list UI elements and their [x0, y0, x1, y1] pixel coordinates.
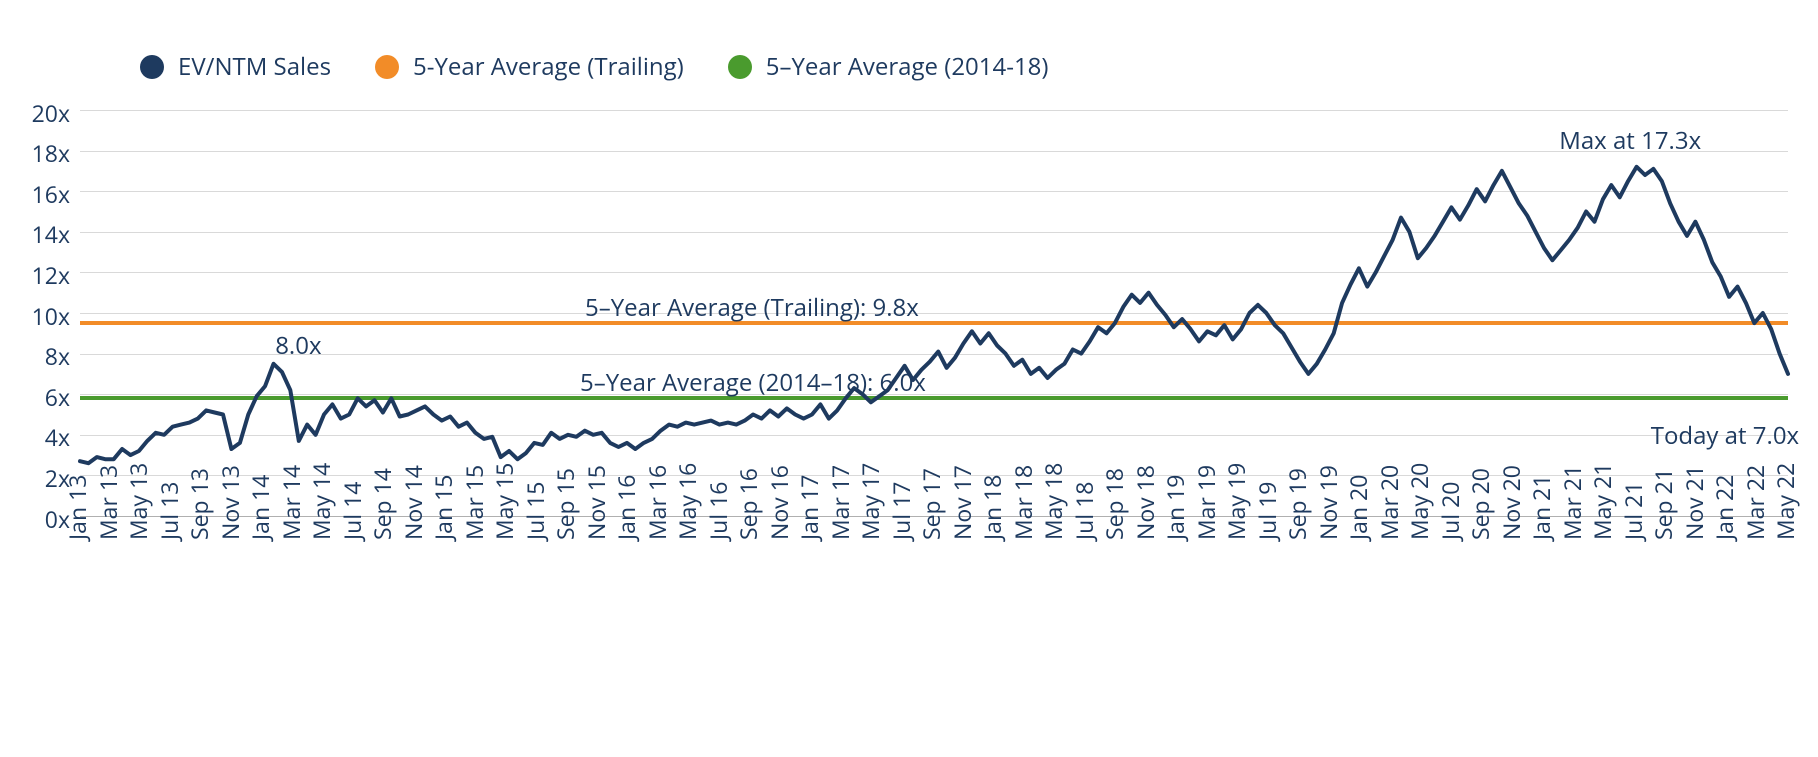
x-axis-label: Jan 19 [1159, 475, 1191, 540]
x-axis-label: Nov 14 [397, 465, 429, 540]
legend-label: 5–Year Average (2014-18) [766, 50, 1049, 83]
x-axis-label: Jan 15 [427, 475, 459, 540]
x-axis-label: Jan 16 [610, 475, 642, 540]
y-axis-label: 6x [45, 381, 70, 413]
chart-annotation: 8.0x [275, 329, 321, 362]
x-axis-label: Jul 13 [153, 482, 185, 540]
x-axis-label: Sep 14 [366, 468, 398, 540]
legend-item: EV/NTM Sales [140, 50, 331, 83]
x-axis-label: Mar 18 [1007, 465, 1039, 540]
x-axis-label: Sep 17 [915, 468, 947, 540]
x-axis-label: Sep 19 [1281, 468, 1313, 540]
x-axis-label: May 21 [1586, 463, 1618, 540]
x-axis-label: Sep 16 [732, 468, 764, 540]
x-axis-label: Sep 15 [549, 468, 581, 540]
x-axis-label: May 17 [854, 463, 886, 540]
line-series [80, 110, 1788, 516]
x-axis-label: Sep 20 [1464, 468, 1496, 540]
y-axis-label: 20x [32, 97, 70, 129]
chart-annotation: Today at 7.0x [1651, 419, 1799, 452]
x-axis-label: Mar 13 [92, 465, 124, 540]
x-axis-label: May 22 [1769, 463, 1801, 540]
legend-marker [728, 55, 752, 79]
x-axis-label: Mar 21 [1556, 465, 1588, 540]
x-axis-label: Jan 13 [61, 475, 93, 540]
x-axis-label: May 15 [488, 463, 520, 540]
legend: EV/NTM Sales 5-Year Average (Trailing) 5–Y… [140, 50, 1048, 83]
x-axis-label: Nov 15 [580, 465, 612, 540]
y-axis-label: 14x [32, 218, 70, 250]
x-axis-label: Sep 21 [1647, 468, 1679, 540]
x-axis-label: Nov 19 [1312, 465, 1344, 540]
x-axis-label: Jul 20 [1434, 482, 1466, 540]
x-axis-label: May 20 [1403, 463, 1435, 540]
x-axis-label: Nov 21 [1678, 465, 1710, 540]
x-axis-label: May 18 [1037, 463, 1069, 540]
legend-item: 5–Year Average (2014-18) [728, 50, 1049, 83]
x-axis-label: Jul 15 [519, 482, 551, 540]
y-axis-label: 4x [45, 421, 70, 453]
legend-marker [375, 55, 399, 79]
x-axis-label: May 13 [122, 463, 154, 540]
chart-container: EV/NTM Sales 5-Year Average (Trailing) 5–Y… [0, 0, 1818, 757]
x-axis-label: Mar 17 [824, 465, 856, 540]
x-axis-label: Mar 19 [1190, 465, 1222, 540]
x-axis-label: Nov 20 [1495, 465, 1527, 540]
x-axis-label: Nov 13 [214, 465, 246, 540]
x-axis-label: Jul 16 [702, 482, 734, 540]
legend-label: EV/NTM Sales [178, 50, 331, 83]
x-axis-label: Mar 20 [1373, 465, 1405, 540]
x-axis-label: Sep 13 [183, 468, 215, 540]
x-axis-label: Jul 14 [336, 482, 368, 540]
y-axis-label: 18x [32, 137, 70, 169]
x-axis-label: Jul 17 [885, 482, 917, 540]
x-axis-label: Mar 14 [275, 465, 307, 540]
x-axis-label: May 14 [305, 463, 337, 540]
x-axis-label: Nov 16 [763, 465, 795, 540]
x-axis-label: May 16 [671, 463, 703, 540]
legend-label: 5-Year Average (Trailing) [413, 50, 684, 83]
y-axis-label: 12x [32, 259, 70, 291]
y-axis-label: 8x [45, 340, 70, 372]
x-axis-label: May 19 [1220, 463, 1252, 540]
x-axis-label: Mar 22 [1739, 465, 1771, 540]
x-axis-label: Jul 19 [1251, 482, 1283, 540]
legend-item: 5-Year Average (Trailing) [375, 50, 684, 83]
legend-marker [140, 55, 164, 79]
x-axis-label: Nov 17 [946, 465, 978, 540]
x-axis-label: Jan 17 [793, 475, 825, 540]
x-axis-label: Nov 18 [1129, 465, 1161, 540]
y-axis-label: 16x [32, 178, 70, 210]
x-axis-label: Jul 21 [1617, 482, 1649, 540]
x-axis-label: Jan 21 [1525, 475, 1557, 540]
x-axis-label: Mar 15 [458, 465, 490, 540]
x-axis-label: Jan 20 [1342, 475, 1374, 540]
x-axis-label: Jan 22 [1708, 475, 1740, 540]
x-axis-label: Sep 18 [1098, 468, 1130, 540]
x-axis-label: Jul 18 [1068, 482, 1100, 540]
chart-annotation: Max at 17.3x [1559, 124, 1701, 157]
x-axis-label: Jan 18 [976, 475, 1008, 540]
y-axis-label: 10x [32, 300, 70, 332]
x-axis-label: Jan 14 [244, 475, 276, 540]
x-axis-label: Mar 16 [641, 465, 673, 540]
